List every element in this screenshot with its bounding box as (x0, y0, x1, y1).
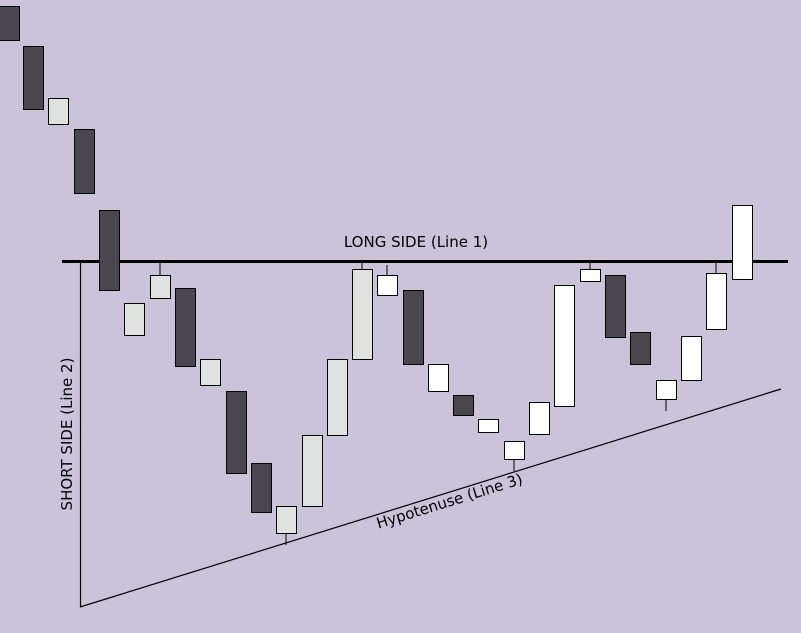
candle-body (226, 391, 247, 474)
candlestick (124, 303, 145, 336)
candlestick (529, 402, 550, 435)
candle-body (529, 402, 550, 435)
candle-body (175, 288, 196, 367)
candlestick (732, 205, 753, 280)
candlestick (403, 290, 424, 365)
candle-body (605, 275, 626, 338)
candle-body (124, 303, 145, 336)
candlestick (302, 435, 323, 507)
candlestick (251, 463, 272, 513)
candlestick (580, 263, 601, 282)
candlestick (656, 380, 677, 411)
candle-body (276, 506, 297, 534)
short-side-label: SHORT SIDE (Line 2) (58, 358, 76, 511)
candle-body (352, 269, 373, 360)
candlestick (504, 441, 525, 471)
candlestick (48, 98, 69, 125)
candlestick (453, 395, 474, 416)
candlestick (99, 210, 120, 291)
candlestick (554, 285, 575, 407)
candle-body (554, 285, 575, 407)
candle-body (99, 210, 120, 291)
candle-body (327, 359, 348, 436)
candle-body (656, 380, 677, 400)
candlestick (0, 6, 20, 41)
long-side-label: LONG SIDE (Line 1) (344, 233, 488, 251)
candle-body (504, 441, 525, 460)
candle-body (630, 332, 651, 365)
candlestick (605, 275, 626, 338)
candlestick (23, 46, 44, 110)
candle-body (377, 275, 398, 296)
candle-body (428, 364, 449, 392)
candlestick (681, 336, 702, 381)
candlestick (226, 391, 247, 474)
candlestick (352, 263, 373, 360)
candle-body (580, 269, 601, 282)
candlestick (200, 359, 221, 386)
candlestick (377, 265, 398, 296)
candle-body (681, 336, 702, 381)
candle-body (48, 98, 69, 125)
candle-body (403, 290, 424, 365)
candle-body (478, 419, 499, 433)
candle-body (23, 46, 44, 110)
candlestick (478, 419, 499, 433)
candle-body (251, 463, 272, 513)
candle-body (74, 129, 95, 194)
candle-body (453, 395, 474, 416)
candle-body (150, 275, 171, 299)
candlestick (74, 129, 95, 194)
candlestick (428, 364, 449, 392)
candlestick (276, 506, 297, 545)
hypotenuse-line (79, 388, 782, 608)
candlesticks (0, 6, 753, 545)
candlestick (175, 288, 196, 367)
candle-body (302, 435, 323, 507)
candlestick (630, 332, 651, 365)
candle-body (200, 359, 221, 386)
hypotenuse-label: Hypotenuse (Line 3) (374, 470, 525, 532)
candlestick (327, 359, 348, 436)
candle-body (732, 205, 753, 280)
candlestick (150, 263, 171, 299)
candle-body (0, 6, 20, 41)
candlestick (706, 263, 727, 330)
candle-body (706, 273, 727, 330)
